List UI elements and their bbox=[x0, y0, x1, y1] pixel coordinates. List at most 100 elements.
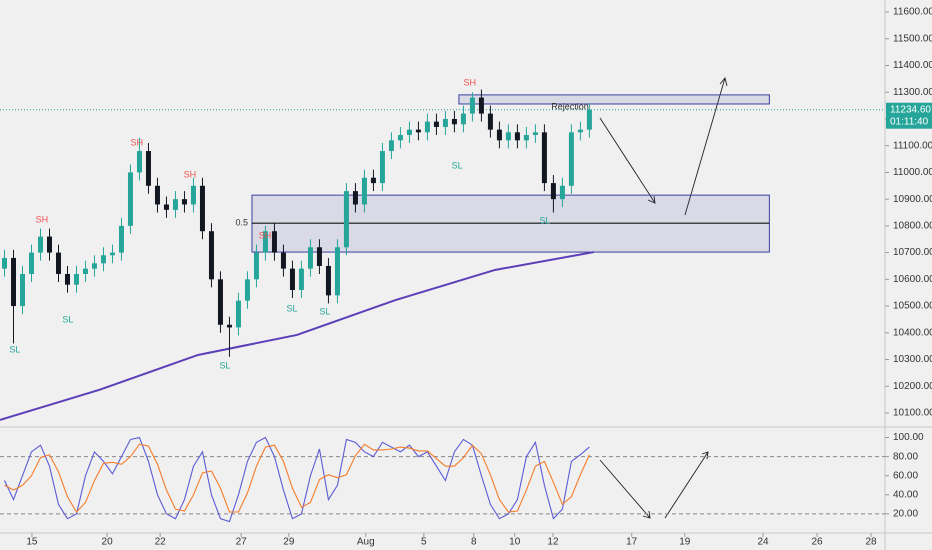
candle-body bbox=[487, 113, 493, 130]
candle-body bbox=[190, 185, 196, 205]
arrows bbox=[599, 77, 728, 519]
zone-mid-label: 0.5 bbox=[235, 218, 248, 228]
candle-body bbox=[496, 129, 502, 141]
arrow bbox=[664, 451, 709, 519]
candle-body bbox=[451, 118, 457, 125]
candle-body bbox=[361, 177, 367, 205]
candle-body bbox=[172, 199, 178, 210]
x-tick-label: 8 bbox=[471, 537, 477, 548]
candle-body bbox=[559, 185, 565, 200]
candle-body bbox=[505, 132, 511, 141]
y-tick-label: 40.00 bbox=[893, 489, 918, 500]
stochastic-line bbox=[4, 436, 590, 523]
candle-body bbox=[10, 257, 16, 307]
x-tick-label: 15 bbox=[26, 537, 38, 548]
candle-body bbox=[100, 255, 106, 264]
candle-body bbox=[442, 118, 448, 127]
candle-body bbox=[127, 172, 133, 226]
annotation: SH bbox=[131, 137, 144, 147]
candle-body bbox=[397, 134, 403, 141]
candle-body bbox=[253, 252, 259, 280]
y-tick-label: 10200.00 bbox=[893, 381, 932, 392]
candle-body bbox=[478, 97, 484, 114]
x-tick-label: 20 bbox=[102, 537, 114, 548]
y-tick-label: 10800.00 bbox=[893, 221, 932, 232]
annotation: SL bbox=[452, 160, 463, 170]
candle-body bbox=[118, 225, 124, 253]
y-tick-label: 11000.00 bbox=[893, 167, 932, 178]
candle-body bbox=[415, 129, 421, 133]
candle-body bbox=[568, 132, 574, 186]
candle-body bbox=[226, 324, 232, 328]
y-tick-label: 10300.00 bbox=[893, 354, 932, 365]
candle-body bbox=[379, 151, 385, 184]
y-tick-label: 10900.00 bbox=[893, 194, 932, 205]
annotation: SH bbox=[184, 169, 197, 179]
candle-body bbox=[532, 132, 538, 135]
x-tick-label: 22 bbox=[155, 537, 167, 548]
candle-body bbox=[550, 183, 556, 200]
annotation: SH bbox=[259, 230, 272, 240]
countdown: 01:11:40 bbox=[890, 116, 929, 127]
candle-body bbox=[28, 252, 34, 274]
y-tick-label: 10400.00 bbox=[893, 327, 932, 338]
annotation: SL bbox=[286, 303, 297, 313]
y-tick-label: 20.00 bbox=[893, 509, 918, 520]
y-tick-label: 100.00 bbox=[893, 432, 924, 443]
candle-body bbox=[145, 151, 151, 186]
x-tick-label: 10 bbox=[509, 537, 521, 548]
candle-body bbox=[577, 129, 583, 133]
candle-body bbox=[1, 257, 7, 269]
candle-body bbox=[208, 231, 214, 280]
candle-body bbox=[334, 247, 340, 296]
candle-body bbox=[154, 185, 160, 205]
candle-body bbox=[19, 273, 25, 307]
moving-average bbox=[0, 251, 595, 421]
y-tick-label: 10100.00 bbox=[893, 408, 932, 419]
candle-body bbox=[307, 247, 313, 269]
arrow bbox=[599, 459, 651, 519]
x-tick-label: 24 bbox=[758, 537, 770, 548]
y-tick-label: 10500.00 bbox=[893, 301, 932, 312]
candle-body bbox=[91, 263, 97, 269]
candle-body bbox=[244, 279, 250, 301]
candle-body bbox=[469, 97, 475, 114]
candle-body bbox=[262, 231, 268, 253]
candle-body bbox=[37, 236, 43, 253]
annotation: SH bbox=[463, 78, 476, 88]
candle-body bbox=[523, 134, 529, 141]
candle-body bbox=[370, 177, 376, 184]
candle-body bbox=[460, 113, 466, 125]
candle-body bbox=[109, 252, 115, 256]
candle-body bbox=[289, 268, 295, 291]
x-tick-label: 28 bbox=[865, 537, 877, 548]
annotation: SL bbox=[539, 215, 550, 225]
y-tick-label: 11600.00 bbox=[893, 7, 932, 18]
y-tick-label: 11400.00 bbox=[893, 60, 932, 71]
candle-body bbox=[82, 268, 88, 274]
candle-body bbox=[406, 129, 412, 135]
candle-body bbox=[433, 121, 439, 127]
candle-body bbox=[388, 140, 394, 152]
arrow bbox=[599, 117, 656, 204]
candle-body bbox=[46, 236, 52, 253]
candle-body bbox=[316, 247, 322, 266]
candle-body bbox=[424, 121, 430, 133]
annotation: SL bbox=[9, 344, 20, 354]
candle-body bbox=[325, 265, 331, 296]
candle-body bbox=[514, 132, 520, 141]
candle-body bbox=[64, 273, 70, 285]
x-tick-label: 29 bbox=[283, 537, 295, 548]
annotation: SH bbox=[36, 214, 49, 224]
x-tick-label: 26 bbox=[811, 537, 823, 548]
candle-body bbox=[586, 109, 592, 130]
x-tick-label: 5 bbox=[421, 537, 427, 548]
x-tick-label: 19 bbox=[679, 537, 691, 548]
candle-body bbox=[217, 279, 223, 325]
annotation: SL bbox=[219, 360, 230, 370]
y-tick-label: 10600.00 bbox=[893, 274, 932, 285]
annotation: Rejection bbox=[551, 101, 589, 111]
candle-body bbox=[163, 204, 169, 210]
stochastic-line bbox=[4, 443, 590, 513]
